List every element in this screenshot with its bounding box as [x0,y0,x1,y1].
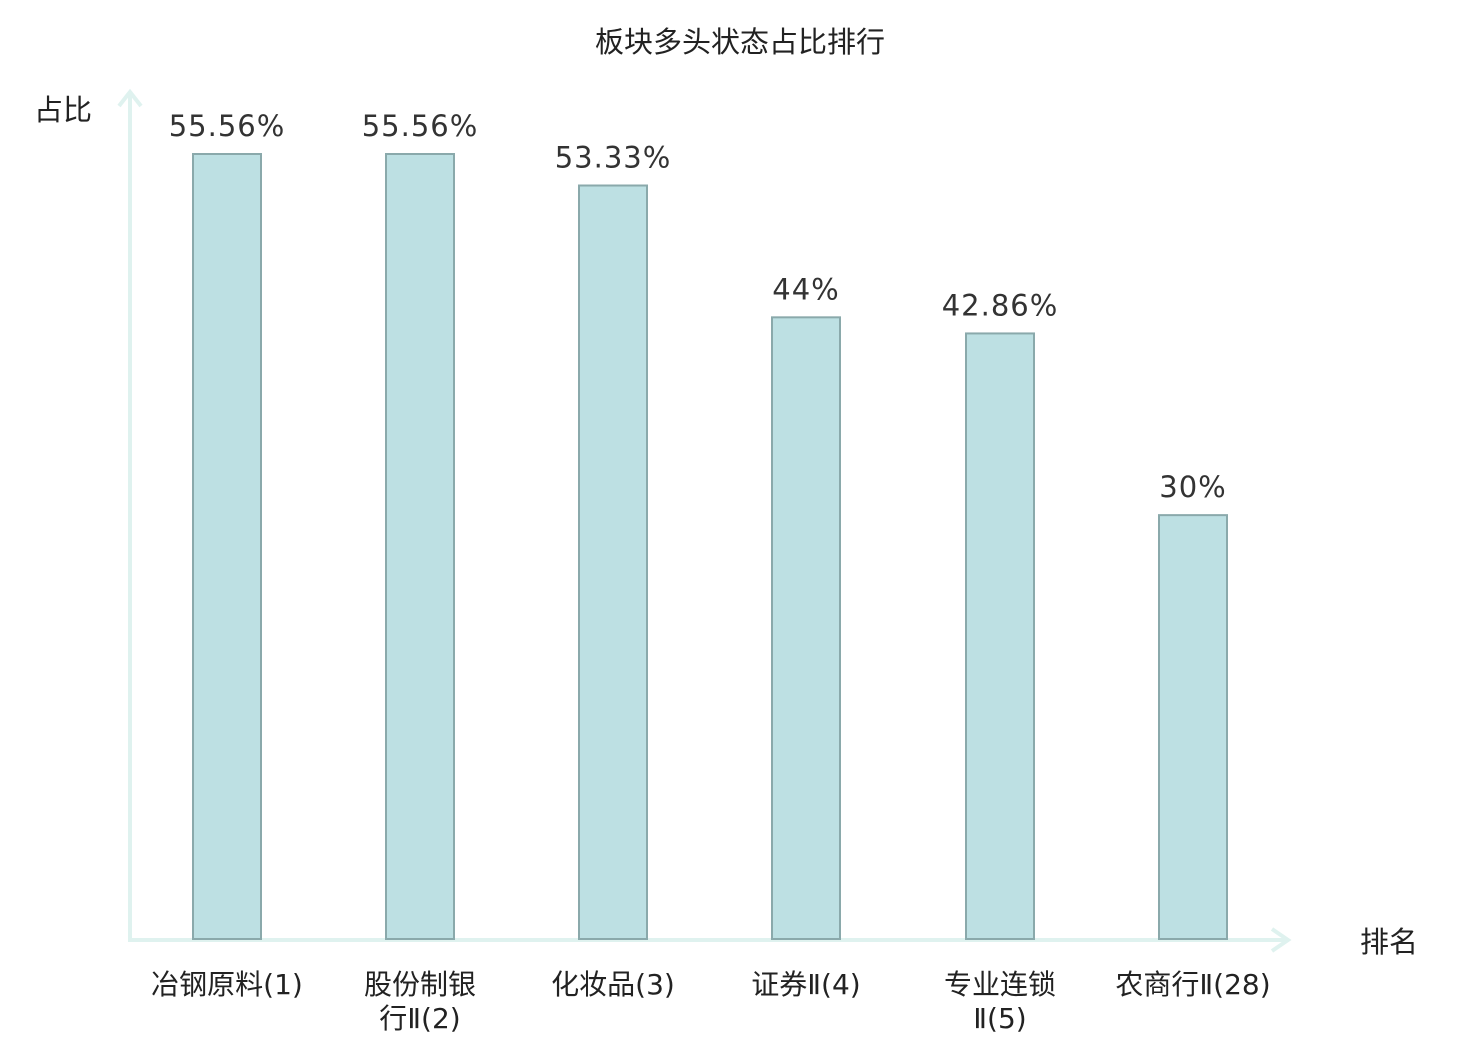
bar-value-label: 55.56% [169,109,286,143]
bar [385,153,455,940]
category-label: Ⅱ(5) [973,1002,1026,1035]
bar [771,316,841,941]
y-axis-arrow [117,88,143,108]
bar [965,332,1035,940]
bar [1158,514,1228,940]
category-label: 化妆品(3) [551,968,675,1001]
category-label: 农商行Ⅱ(28) [1115,968,1270,1001]
bar-value-label: 55.56% [362,109,479,143]
bar [578,184,648,940]
category-label: 行Ⅱ(2) [379,1002,460,1035]
bar-value-label: 42.86% [942,288,1059,322]
bar-value-label: 53.33% [555,141,672,175]
x-axis-label: 排名 [1360,925,1418,959]
category-label: 股份制银 [364,968,476,1001]
category-label: 证券Ⅱ(4) [751,968,860,1001]
bar-value-label: 44% [772,272,839,306]
y-axis-label: 占比 [34,93,92,127]
chart-title: 板块多头状态占比排行 [595,25,885,59]
category-label: 冶钢原料(1) [151,968,303,1001]
bar [192,153,262,940]
category-label: 专业连锁 [944,968,1056,1001]
x-axis-arrow [1270,927,1292,953]
bar-value-label: 30% [1159,470,1226,504]
